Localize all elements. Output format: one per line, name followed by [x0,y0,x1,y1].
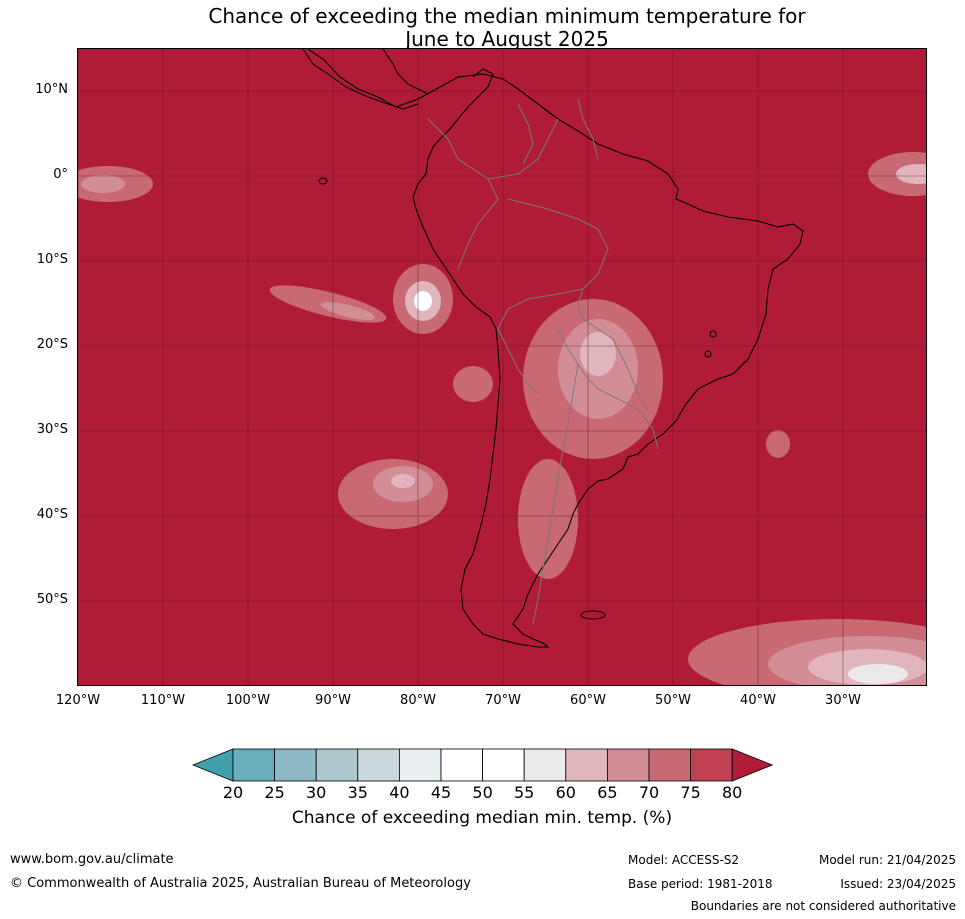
colorbar-tick-label: 25 [264,783,285,802]
colorbar-segment [523,748,567,782]
lon-label-110w: 110°W [140,693,186,708]
colorbar-segment [482,748,525,782]
colorbar-segment [274,748,317,782]
lon-label-100w: 100°W [225,693,271,708]
lon-label-30w: 30°W [825,693,861,708]
lat-label-10s: 10°S [36,252,68,267]
colorbar-tick-label: 70 [638,783,660,802]
colorbar-segment [440,748,483,782]
colorbar-segment [648,748,691,782]
colorbar-tick-label: 60 [555,783,576,802]
lon-label-90w: 90°W [315,693,351,708]
disclaimer-text: Boundaries are not considered authoritat… [690,899,956,913]
south-america-coastline [307,49,804,648]
colorbar-tick-label: 80 [722,783,743,802]
issued-text: Issued: 23/04/2025 [840,877,956,891]
colorbar-segment [315,748,359,782]
colorbar-label: Chance of exceeding median min. temp. (%… [291,808,673,828]
copyright-text: © Commonwealth of Australia 2025, Austra… [10,876,471,891]
title-line-2: June to August 2025 [405,27,609,51]
colorbar-low-arrow [192,748,234,782]
lon-label-80w: 80°W [400,693,436,708]
lat-label-50s: 50°S [36,592,68,607]
map-svg [78,49,926,685]
colorbar-tick-label: 45 [430,783,452,802]
probability-patches [78,152,926,685]
lon-label-60w: 60°W [570,693,606,708]
gridlines [78,49,926,685]
central-america-coastline [302,49,429,110]
model-run-text: Model run: 21/04/2025 [818,853,956,867]
colorbar-tick-label: 65 [597,783,618,802]
colorbar-high-arrow [731,748,774,782]
lat-label-20s: 20°S [36,337,68,352]
islands [318,177,717,620]
colorbar-segment [357,748,400,782]
model-text: Model: ACCESS-S2 [628,853,740,867]
lat-label-40s: 40°S [36,507,68,522]
colorbar-segment [232,748,275,782]
colorbar-tick-label: 35 [347,783,368,802]
map-title: Chance of exceeding the median minimum t… [0,5,965,51]
colorbar-segment [606,748,650,782]
colorbar [192,748,774,782]
colorbar-tick-label: 20 [222,783,244,802]
lon-label-40w: 40°W [740,693,776,708]
title-line-1: Chance of exceeding the median minimum t… [208,4,806,28]
lat-label-10n: 10°N [35,82,68,97]
colorbar-tick-label: 30 [306,783,327,802]
colorbar-segment [398,748,442,782]
lon-label-120w: 120°W [55,693,101,708]
colorbar-segment [690,748,733,782]
lon-label-50w: 50°W [655,693,691,708]
colorbar-tick-label: 55 [514,783,535,802]
base-period-text: Base period: 1981-2018 [628,877,773,891]
colorbar-segment [565,748,608,782]
colorbar-tick-label: 75 [680,783,701,802]
map-panel [77,48,927,686]
colorbar-tick-label: 40 [389,783,410,802]
lat-label-0: 0° [53,167,68,182]
lon-label-70w: 70°W [485,693,521,708]
map-background [78,49,926,685]
website-link[interactable]: www.bom.gov.au/climate [10,852,174,867]
colorbar-tick-label: 50 [472,783,493,802]
lat-label-30s: 30°S [36,422,68,437]
country-borders [427,98,659,625]
